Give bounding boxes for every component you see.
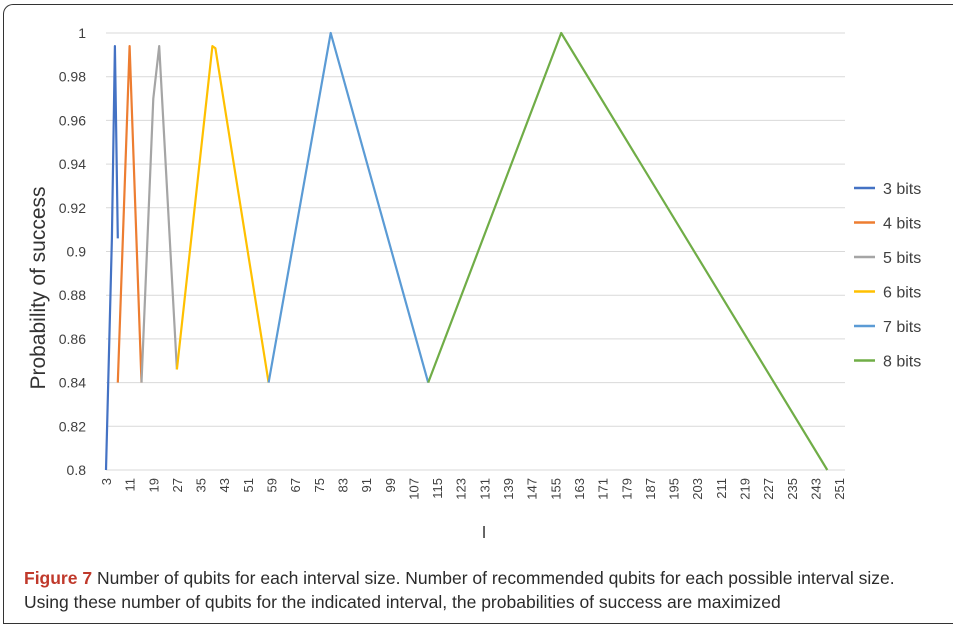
figure-caption: Figure 7 Number of qubits for each inter… (24, 566, 944, 614)
x-tick-label: 107 (406, 478, 421, 500)
x-tick-label: 11 (123, 478, 138, 492)
x-tick-label: 147 (525, 478, 540, 500)
y-tick-label: 0.9 (67, 244, 87, 260)
x-tick-label: 35 (194, 478, 209, 492)
series-line-1 (104, 44, 119, 471)
y-tick-label: 0.94 (59, 156, 86, 172)
figure-frame (3, 4, 953, 624)
grid-lines (106, 32, 845, 471)
x-tick-label: 67 (288, 478, 303, 492)
series-line-6 (427, 31, 829, 471)
x-tick-label: 211 (714, 478, 729, 499)
x-tick-label: 179 (619, 478, 634, 500)
legend: 3 bits 4 bits 5 bits 6 bits 7 bits 8 bits (854, 181, 921, 371)
y-tick-label: 0.8 (67, 462, 87, 478)
x-tick-label: 43 (217, 478, 232, 492)
series-line-4 (175, 44, 270, 383)
legend-label: 8 bits (883, 354, 921, 371)
y-tick-label: 1 (78, 25, 86, 41)
x-tick-label: 99 (383, 478, 398, 492)
x-axis-label: l (482, 523, 486, 542)
y-tick-label: 0.88 (59, 287, 86, 303)
x-tick-label: 235 (785, 478, 800, 500)
y-tick-label: 0.96 (59, 112, 86, 128)
x-tick-label: 171 (596, 478, 611, 500)
legend-label: 6 bits (883, 285, 921, 302)
y-axis-tick-labels: 0.8 0.82 0.84 0.86 0.88 0.9 0.92 0.94 0.96 0.98 1 (59, 25, 86, 478)
x-tick-label: 251 (832, 478, 847, 500)
x-tick-label: 187 (643, 478, 658, 500)
legend-label: 4 bits (883, 216, 921, 233)
caption-label: Figure 7 (24, 568, 93, 588)
x-tick-label: 219 (737, 478, 752, 500)
series-line-5 (267, 31, 430, 383)
legend-label: 3 bits (883, 181, 921, 198)
x-tick-label: 75 (312, 478, 327, 492)
x-tick-label: 123 (454, 478, 469, 500)
x-tick-label: 51 (241, 478, 256, 492)
legend-label: 5 bits (883, 250, 921, 267)
x-tick-label: 3 (99, 478, 114, 485)
y-tick-label: 0.86 (59, 331, 86, 347)
series-lines (104, 31, 829, 471)
x-tick-label: 163 (572, 478, 587, 500)
x-tick-label: 131 (477, 478, 492, 500)
x-tick-label: 155 (548, 478, 563, 500)
x-tick-label: 195 (667, 478, 682, 500)
y-tick-label: 0.92 (59, 200, 86, 216)
y-tick-label: 0.98 (59, 69, 86, 85)
line-chart: 0.80.820.840.860.880.90.920.940.960.981 … (27, 25, 921, 542)
x-tick-label: 19 (146, 478, 161, 492)
legend-label: 7 bits (883, 319, 921, 336)
series-line-3 (140, 44, 178, 383)
x-tick-label: 91 (359, 478, 374, 492)
x-tick-label: 59 (265, 478, 280, 492)
x-tick-label: 115 (430, 478, 445, 499)
x-tick-label: 243 (808, 478, 823, 500)
x-tick-label: 203 (690, 478, 705, 500)
x-tick-label: 139 (501, 478, 516, 500)
x-axis-tick-labels: 3 11 19 27 35 43 51 59 67 75 83 91 99 107 115 123 131 139… (99, 478, 847, 500)
x-tick-label: 227 (761, 478, 776, 500)
y-axis-label: Probability of success (27, 186, 50, 389)
x-tick-label: 83 (335, 478, 350, 492)
y-tick-label: 0.84 (59, 375, 86, 391)
caption-text: Number of qubits for each interval size.… (24, 568, 895, 612)
series-line-2 (116, 44, 143, 383)
y-tick-label: 0.82 (59, 418, 86, 434)
x-tick-label: 27 (170, 478, 185, 492)
